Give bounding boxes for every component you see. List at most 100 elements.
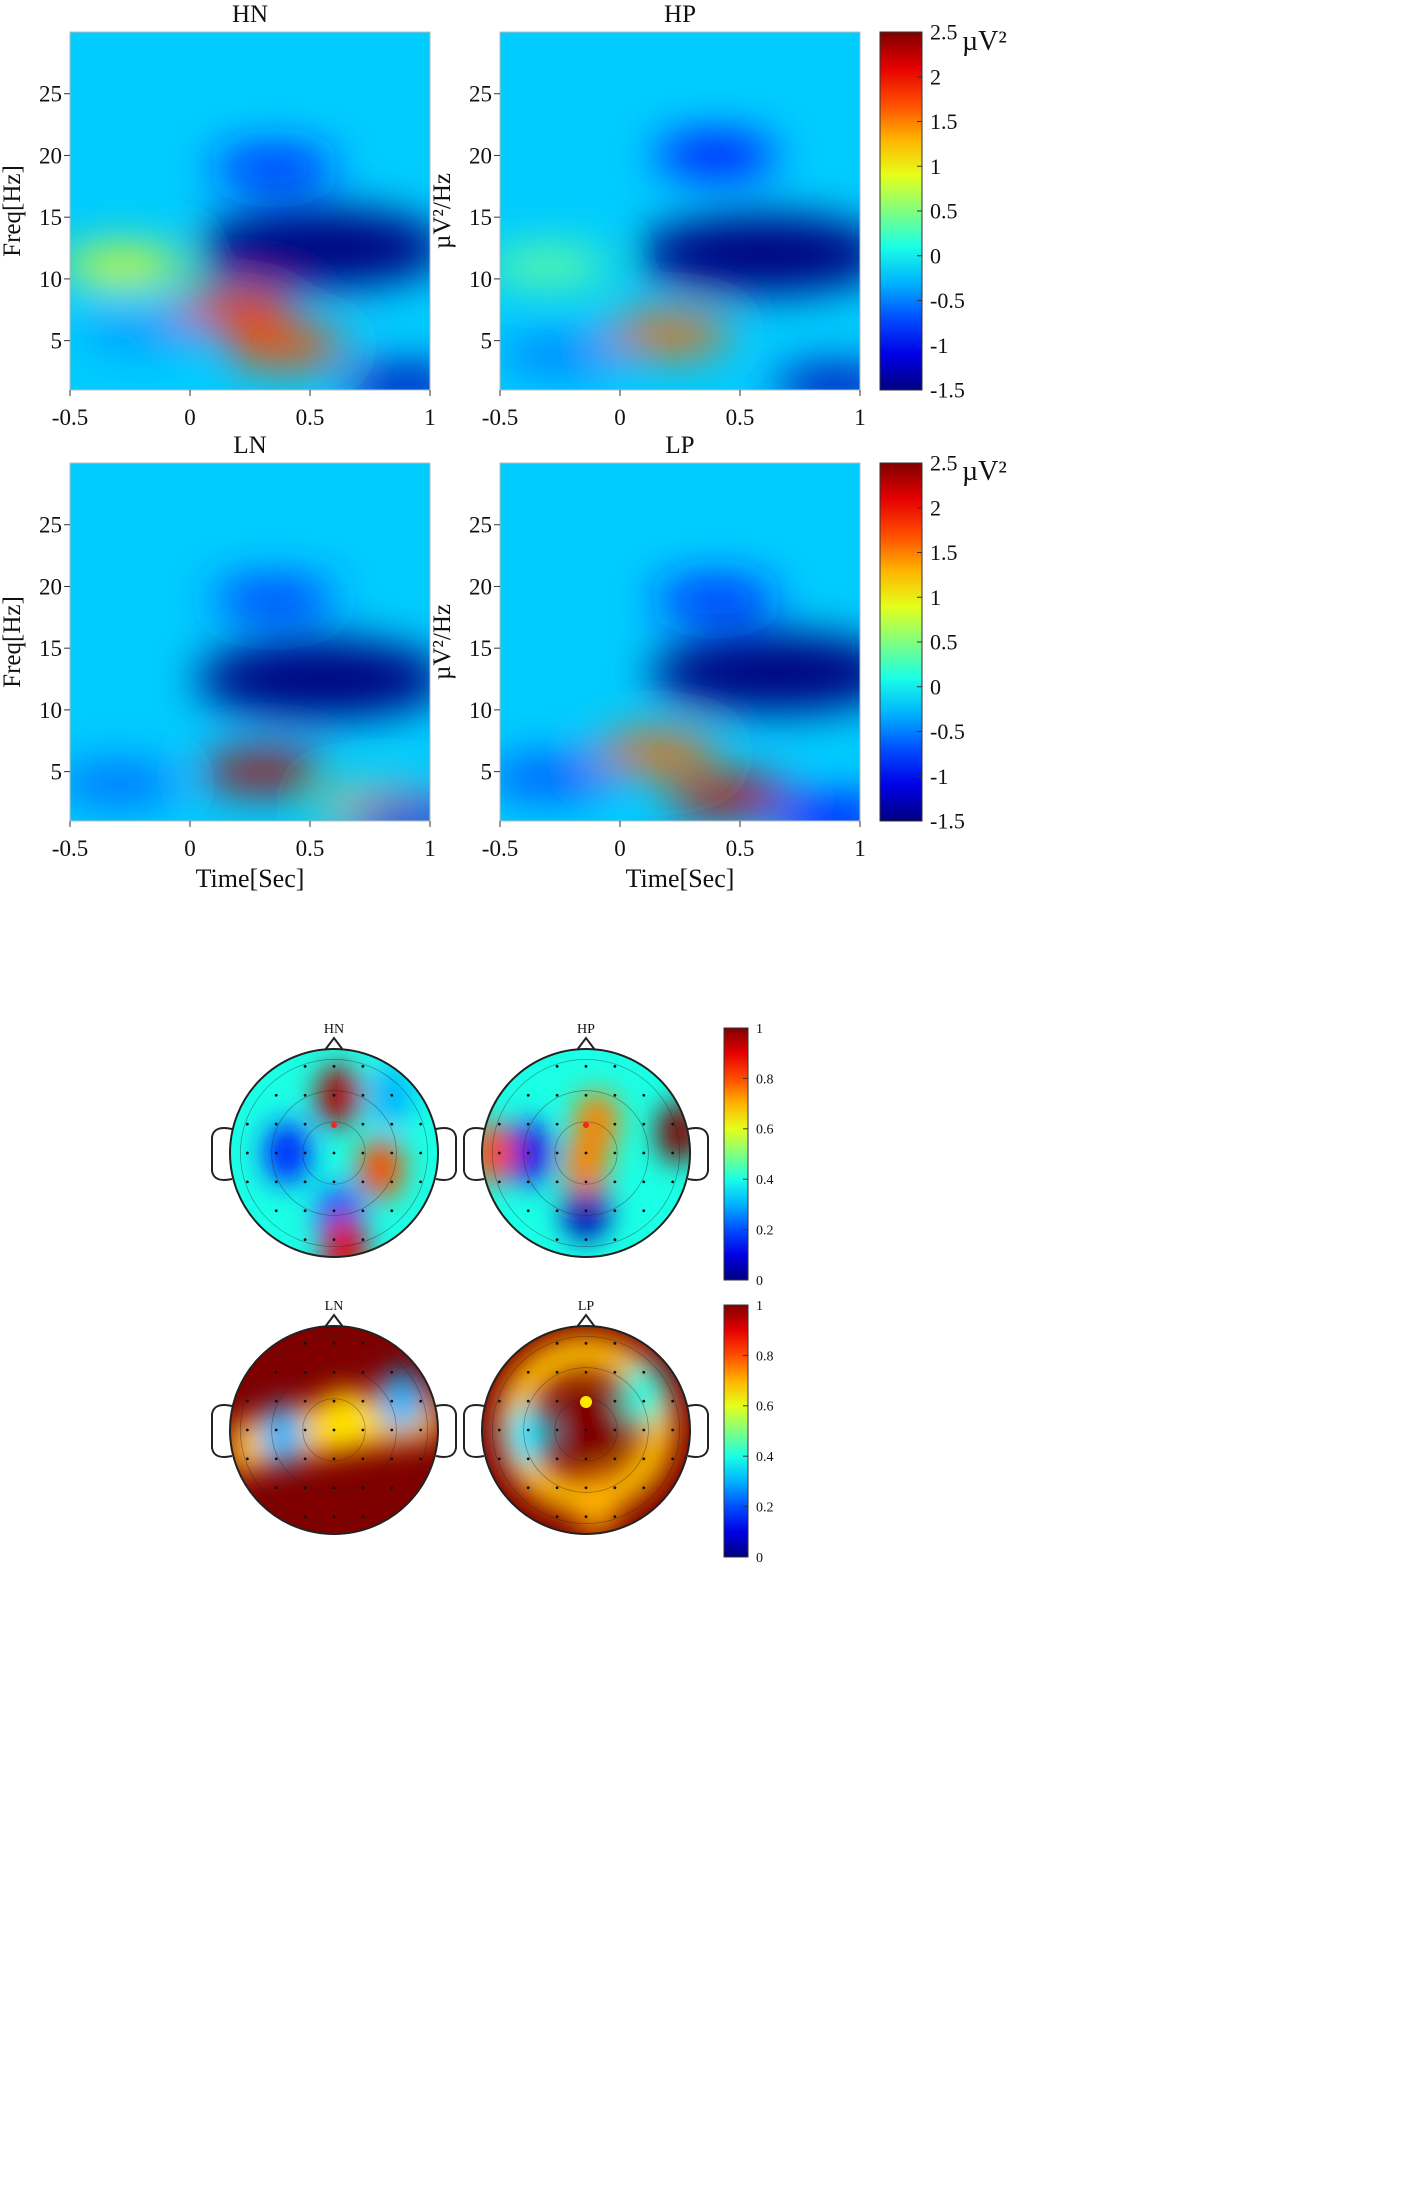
colorbar-tick-label: 1 xyxy=(756,1022,763,1037)
power-blob-4 xyxy=(500,335,622,376)
electrode xyxy=(642,1486,646,1490)
electrode xyxy=(671,1457,675,1461)
electrode xyxy=(274,1151,278,1155)
right-ear xyxy=(687,1404,709,1458)
electrode xyxy=(332,1486,336,1490)
electrode xyxy=(642,1093,646,1097)
electrode xyxy=(642,1122,646,1126)
plot-frame xyxy=(499,31,861,391)
y-tick-label: 15 xyxy=(469,205,492,230)
y-tick-label: 10 xyxy=(39,267,62,292)
electrode xyxy=(332,1399,336,1403)
electrode xyxy=(613,1151,617,1155)
electrode xyxy=(555,1515,559,1519)
electrode xyxy=(671,1428,675,1432)
electrode xyxy=(274,1209,278,1213)
electrode xyxy=(361,1238,365,1242)
electrode xyxy=(613,1370,617,1374)
nose xyxy=(576,1313,596,1328)
electrode xyxy=(584,1341,588,1345)
electrode xyxy=(245,1122,249,1126)
electrode xyxy=(584,1370,588,1374)
x-tick-label: -0.5 xyxy=(52,836,88,861)
y-tick-label: 20 xyxy=(39,574,62,599)
electrode xyxy=(332,1428,336,1432)
colorbar-2: 2.5 2 1.5 1 0.5 0 -0.5 -1 -1.5 µV² xyxy=(879,451,1007,834)
power-blob-4 xyxy=(224,327,348,367)
electrode xyxy=(332,1180,336,1184)
colorbar-tick-label: -1 xyxy=(930,764,948,789)
x-tick-label: -0.5 xyxy=(482,405,518,430)
colorbar-tick-label: 0.2 xyxy=(756,1224,774,1239)
electrode xyxy=(555,1341,559,1345)
electrode xyxy=(303,1122,307,1126)
electrode xyxy=(332,1238,336,1242)
electrode xyxy=(332,1093,336,1097)
electrode xyxy=(245,1399,249,1403)
left-ear xyxy=(463,1127,485,1181)
power-blob-6 xyxy=(344,366,430,390)
x-tick-label: 0.5 xyxy=(726,836,755,861)
colorbar-tick-label: 1.5 xyxy=(930,109,958,134)
head-outline xyxy=(229,1048,439,1258)
electrode xyxy=(555,1122,559,1126)
electrode xyxy=(613,1399,617,1403)
electrode xyxy=(419,1457,423,1461)
electrode xyxy=(642,1370,646,1374)
reference-electrode-marker xyxy=(580,1396,592,1408)
y-tick-label: 20 xyxy=(39,143,62,168)
electrode xyxy=(361,1180,365,1184)
head-outline xyxy=(481,1325,691,1535)
power-blob-5 xyxy=(344,798,430,821)
scalp-blob-4 xyxy=(321,1215,368,1257)
colorbar-tick-label: 2 xyxy=(930,64,941,89)
colorbar-tick-label: 1 xyxy=(930,154,941,179)
electrode xyxy=(497,1180,501,1184)
electrode xyxy=(584,1209,588,1213)
electrode xyxy=(390,1428,394,1432)
electrode xyxy=(497,1122,501,1126)
electrode xyxy=(361,1093,365,1097)
y-tick-label: 5 xyxy=(481,329,493,354)
colorbar-tick-label: -0.5 xyxy=(930,288,965,313)
power-blob-0 xyxy=(196,208,430,288)
y-tick-label: 5 xyxy=(481,760,493,785)
x-tick-label: 0 xyxy=(614,405,626,430)
electrode xyxy=(419,1428,423,1432)
electrode xyxy=(584,1064,588,1068)
y-tick-label: 15 xyxy=(39,205,62,230)
electrode xyxy=(584,1515,588,1519)
x-tick-label: 0 xyxy=(184,405,196,430)
topoplot-ln: LN xyxy=(211,1299,457,1535)
electrode xyxy=(303,1209,307,1213)
x-axis-label: Time[Sec] xyxy=(196,864,305,893)
scalp-blob-0 xyxy=(259,1404,305,1467)
electrode xyxy=(613,1180,617,1184)
electrode xyxy=(555,1370,559,1374)
colorbar-tick-label: 2 xyxy=(930,495,941,520)
electrode xyxy=(555,1209,559,1213)
nose xyxy=(576,1036,596,1051)
electrode xyxy=(497,1457,501,1461)
electrode xyxy=(671,1122,675,1126)
electrode xyxy=(303,1341,307,1345)
right-ear xyxy=(435,1127,457,1181)
electrode xyxy=(303,1180,307,1184)
power-blob-1 xyxy=(212,579,336,619)
topoplot-title: HN xyxy=(324,1022,344,1037)
activation-core xyxy=(562,1391,630,1459)
colorbar-tick-label: 0.5 xyxy=(930,630,958,655)
power-blob-3 xyxy=(172,290,295,330)
panel-title: HP xyxy=(664,1,696,28)
power-blob-3 xyxy=(606,314,730,355)
electrode xyxy=(613,1457,617,1461)
electrode xyxy=(555,1093,559,1097)
x-tick-label: 0.5 xyxy=(726,405,755,430)
electrode xyxy=(526,1151,530,1155)
electrode xyxy=(274,1122,278,1126)
contour-line xyxy=(302,1121,366,1185)
